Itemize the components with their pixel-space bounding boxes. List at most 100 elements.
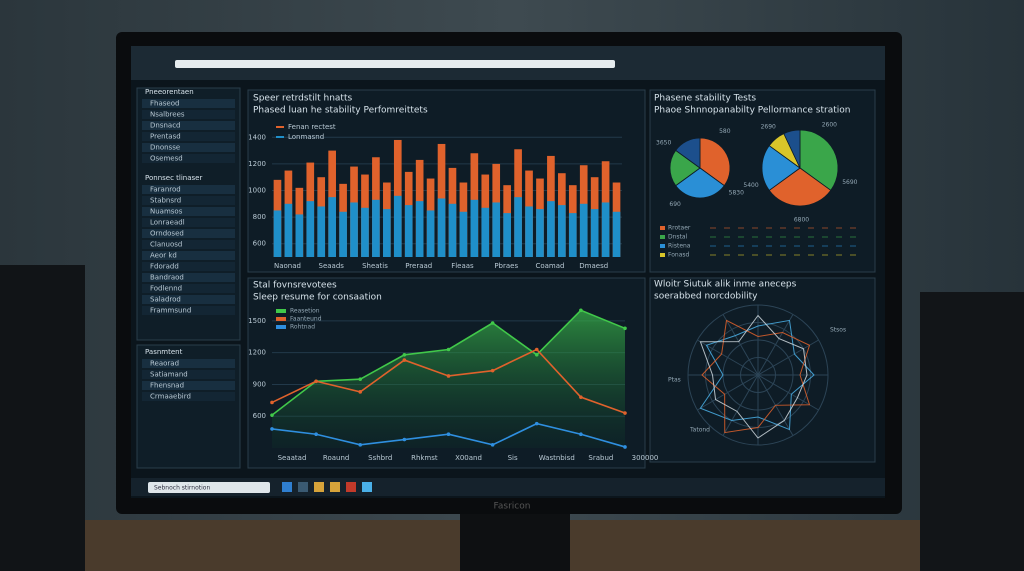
bar: [383, 209, 391, 257]
x-tick-label: Coamad: [535, 262, 564, 270]
sidebar-row: [142, 218, 235, 227]
taskbar-icon[interactable]: [346, 482, 356, 492]
monitor-brand: Fasricon: [494, 502, 531, 512]
legend-swatch: [276, 317, 286, 321]
sidebar-row: [142, 207, 235, 216]
pie-slice: [783, 129, 801, 169]
sidebar-row: [142, 284, 235, 293]
pie-label: 3650: [656, 140, 671, 147]
radar-series: [699, 314, 808, 439]
radar-spoke: [757, 339, 819, 376]
bar: [328, 197, 336, 257]
point: [358, 390, 363, 394]
legend-swatch: [660, 253, 665, 257]
right-pc: [920, 292, 1024, 571]
sidebar-row: [142, 121, 235, 130]
sidebar-row: [142, 359, 235, 368]
y-tick-label: 1500: [248, 317, 266, 325]
pie-slice: [761, 145, 801, 191]
bar: [339, 211, 347, 257]
point: [402, 437, 407, 442]
x-tick-label: Pbraes: [494, 262, 518, 270]
legend-label: Fonasd: [668, 252, 690, 259]
legend-swatch: [660, 244, 665, 248]
point: [314, 379, 318, 384]
sidebar-heading: Ponnsec tlinaser: [145, 174, 202, 182]
taskbar-icon[interactable]: [282, 482, 292, 492]
sidebar-item: Reaorad: [150, 360, 179, 368]
sidebar-item: Osemesd: [150, 155, 183, 163]
y-tick-label: 600: [253, 412, 266, 420]
point: [446, 374, 451, 378]
radar-spoke: [697, 339, 759, 376]
x-tick-label: Dmaesd: [579, 262, 608, 270]
radar-label: Tatond: [689, 427, 710, 434]
sidebar-row: [142, 262, 235, 271]
point: [402, 358, 407, 362]
sidebar-row: [142, 240, 235, 249]
address-bar[interactable]: [175, 60, 615, 68]
legend-label: Ristena: [668, 243, 691, 250]
bar: [404, 205, 413, 257]
monitor-stand: [460, 505, 570, 571]
y-tick-label: 1200: [248, 160, 266, 168]
search-box[interactable]: [148, 482, 270, 493]
y-tick-label: 1200: [248, 349, 266, 357]
pie-label: 580: [719, 128, 731, 135]
point: [270, 427, 274, 431]
sidebar-row: [142, 306, 235, 315]
sidebar-item: Orndosed: [150, 230, 184, 238]
x-tick-label: Naonad: [274, 262, 301, 270]
pie-label: 5830: [729, 189, 744, 196]
pie-slice: [699, 137, 731, 187]
legend-label: Dnstal: [668, 234, 688, 241]
pie-label: 6800: [794, 216, 809, 223]
x-tick-label: Rhkmst: [411, 454, 438, 462]
sidebar-item: Fhensnad: [150, 382, 184, 390]
panel: [247, 89, 646, 273]
y-tick-label: 1400: [248, 133, 266, 141]
taskbar-icon[interactable]: [330, 482, 340, 492]
pie-slice: [768, 167, 832, 207]
y-tick-label: 1000: [248, 187, 266, 195]
sidebar-item: Stabnsrd: [150, 197, 181, 205]
x-tick-label: Sheatis: [362, 262, 388, 270]
bar: [547, 201, 555, 257]
point: [534, 347, 539, 352]
bar: [536, 209, 544, 257]
point: [402, 352, 407, 357]
pie-label: 5690: [842, 179, 857, 186]
bar: [503, 213, 511, 257]
legend-swatch: [276, 325, 286, 329]
sidebar-row: [142, 143, 235, 152]
panel-header: Wloitr Siutuk alik inme aneceps: [654, 280, 797, 290]
taskbar-icon[interactable]: [314, 482, 324, 492]
panel-subtitle: Phased luan he stability Perfomreittets: [253, 106, 428, 116]
x-tick-label: 300000: [632, 454, 659, 462]
bar: [612, 211, 621, 257]
bar: [284, 203, 293, 257]
point: [623, 326, 627, 331]
pie-slice: [669, 149, 701, 187]
panel-header: Stal fovnsrevotees: [253, 281, 337, 291]
point: [534, 352, 539, 357]
taskbar-icon[interactable]: [298, 482, 308, 492]
sidebar-item: Clanuosd: [150, 241, 182, 249]
point: [579, 308, 583, 313]
pie-slice: [675, 137, 701, 169]
point: [534, 421, 539, 426]
bar: [372, 199, 380, 257]
sidebar-row: [142, 273, 235, 282]
bar: [470, 199, 479, 257]
panel-subtitle: Phaoe Shnnopanabilty Pellormance stratio…: [654, 106, 850, 116]
radar-series: [701, 319, 811, 434]
radar-label: Stsos: [830, 327, 846, 334]
bar: [426, 210, 435, 257]
bar: [481, 207, 490, 257]
bar: [393, 195, 402, 257]
taskbar-icon[interactable]: [362, 482, 372, 492]
bar: [415, 201, 424, 257]
panel-header: Phasene stability Tests: [654, 94, 756, 104]
point: [490, 321, 495, 325]
panel-header: Speer retrdstilt hnatts: [253, 94, 352, 104]
